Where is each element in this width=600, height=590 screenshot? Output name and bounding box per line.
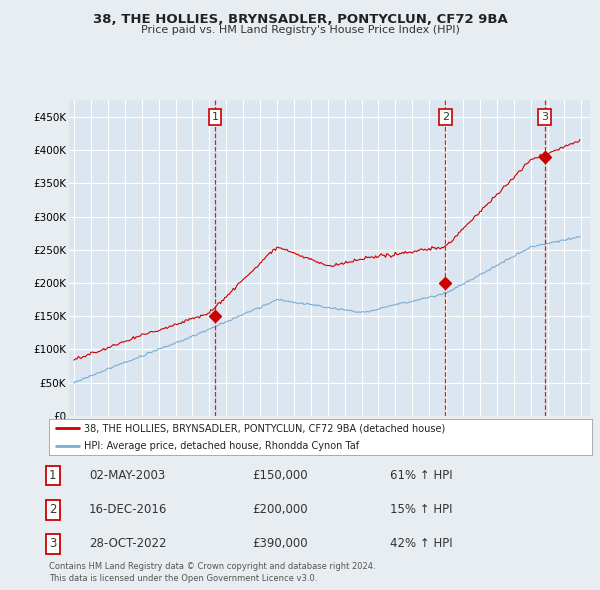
Text: Contains HM Land Registry data © Crown copyright and database right 2024.
This d: Contains HM Land Registry data © Crown c… xyxy=(49,562,376,583)
Text: 2: 2 xyxy=(442,112,449,122)
Text: 1: 1 xyxy=(211,112,218,122)
Text: £150,000: £150,000 xyxy=(252,469,308,482)
Text: 1: 1 xyxy=(49,469,56,482)
Text: HPI: Average price, detached house, Rhondda Cynon Taf: HPI: Average price, detached house, Rhon… xyxy=(85,441,359,451)
Text: 15% ↑ HPI: 15% ↑ HPI xyxy=(390,503,452,516)
Text: 38, THE HOLLIES, BRYNSADLER, PONTYCLUN, CF72 9BA (detached house): 38, THE HOLLIES, BRYNSADLER, PONTYCLUN, … xyxy=(85,424,446,434)
Text: £200,000: £200,000 xyxy=(252,503,308,516)
Text: 38, THE HOLLIES, BRYNSADLER, PONTYCLUN, CF72 9BA: 38, THE HOLLIES, BRYNSADLER, PONTYCLUN, … xyxy=(92,13,508,26)
Text: 42% ↑ HPI: 42% ↑ HPI xyxy=(390,537,452,550)
Text: 02-MAY-2003: 02-MAY-2003 xyxy=(89,469,165,482)
Text: 16-DEC-2016: 16-DEC-2016 xyxy=(89,503,167,516)
Text: Price paid vs. HM Land Registry's House Price Index (HPI): Price paid vs. HM Land Registry's House … xyxy=(140,25,460,35)
Text: 28-OCT-2022: 28-OCT-2022 xyxy=(89,537,166,550)
Text: 2: 2 xyxy=(49,503,56,516)
Text: 61% ↑ HPI: 61% ↑ HPI xyxy=(390,469,452,482)
Text: 3: 3 xyxy=(541,112,548,122)
Text: 3: 3 xyxy=(49,537,56,550)
Text: £390,000: £390,000 xyxy=(252,537,308,550)
